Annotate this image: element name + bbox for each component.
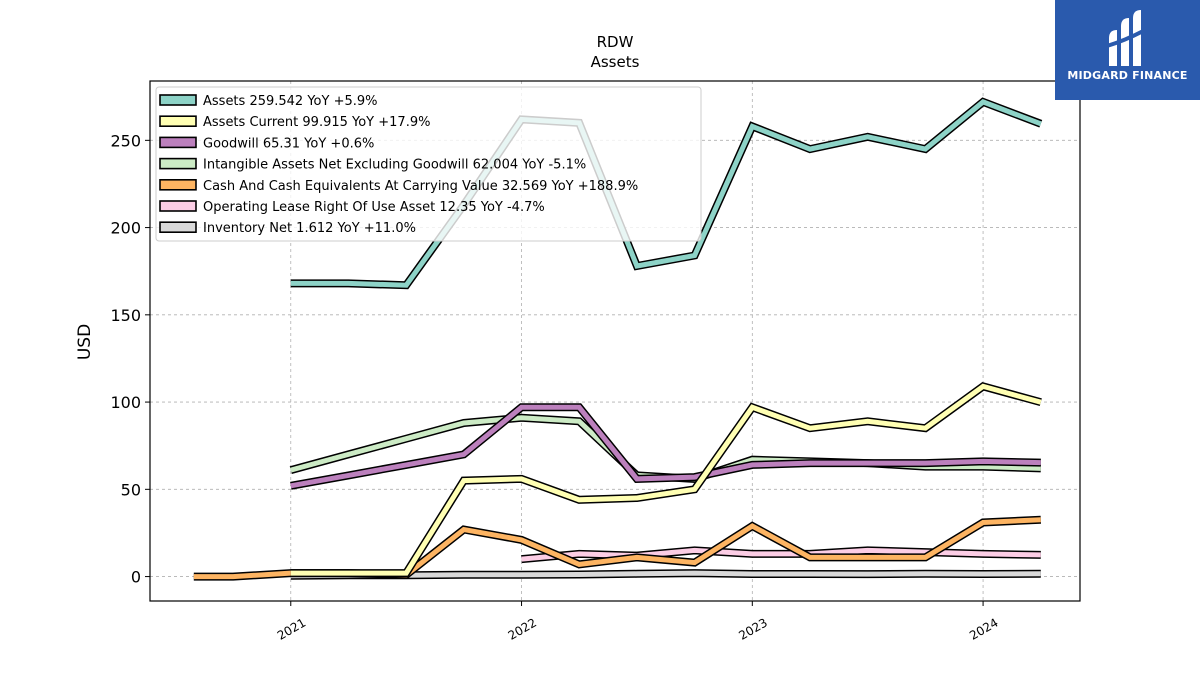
- y-tick-label: 200: [110, 219, 141, 238]
- series-layer: [193, 97, 1043, 581]
- y-tick-label: 100: [110, 393, 141, 412]
- series-line: [290, 99, 1042, 288]
- y-axis-label: USD: [75, 324, 95, 360]
- legend-label: Assets Current 99.915 YoY +17.9%: [203, 115, 430, 130]
- legend-swatch: [159, 115, 197, 127]
- y-tick-label: 50: [121, 480, 141, 499]
- legend-label: Cash And Cash Equivalents At Carrying Va…: [203, 179, 638, 194]
- legend-box: [155, 86, 702, 242]
- series-line: [290, 383, 1042, 576]
- legend-label: Intangible Assets Net Excluding Goodwill…: [203, 158, 586, 173]
- y-tick-label: 150: [110, 306, 141, 325]
- legend-swatch: [159, 136, 197, 149]
- series-line-outline: [290, 403, 1041, 490]
- x-tick-label: 2021: [275, 615, 308, 642]
- legend-label: Inventory Net 1.612 YoY +11.0%: [203, 221, 416, 236]
- plot-frame: [149, 80, 1081, 602]
- x-tick-label: 2024: [967, 615, 1000, 642]
- logo-mark-icon: [1106, 10, 1150, 66]
- y-tick-label: 250: [110, 131, 141, 150]
- legend-swatch: [159, 179, 197, 191]
- legend-label: Goodwill 65.31 YoY +0.6%: [203, 136, 374, 151]
- legend-swatch: [159, 200, 197, 212]
- series-line: [521, 547, 1041, 562]
- legend-swatch: [159, 221, 197, 233]
- x-tick-label: 2022: [506, 615, 539, 642]
- series-line: [290, 404, 1041, 489]
- logo-text: MIDGARD FINANCE: [1067, 69, 1188, 82]
- series-line: [290, 570, 1041, 579]
- chart-title: RDW: [597, 33, 634, 51]
- legend-swatch: [159, 94, 197, 106]
- legend-label: Operating Lease Right Of Use Asset 12.35…: [203, 200, 545, 215]
- y-axis: 0 50 100 150 200 250: [110, 131, 150, 587]
- legend-label: Assets 259.542 YoY +5.9%: [203, 94, 378, 109]
- legend-swatch: [159, 157, 197, 170]
- x-tick-label: 2023: [736, 615, 769, 642]
- chart-subtitle: Assets: [591, 53, 640, 71]
- legend: Assets 259.542 YoY +5.9% Assets Current 9…: [155, 86, 702, 242]
- brand-logo: MIDGARD FINANCE: [1055, 0, 1200, 100]
- y-tick-label: 0: [131, 568, 141, 587]
- x-axis: 2021 2022 2023 2024: [275, 601, 1001, 643]
